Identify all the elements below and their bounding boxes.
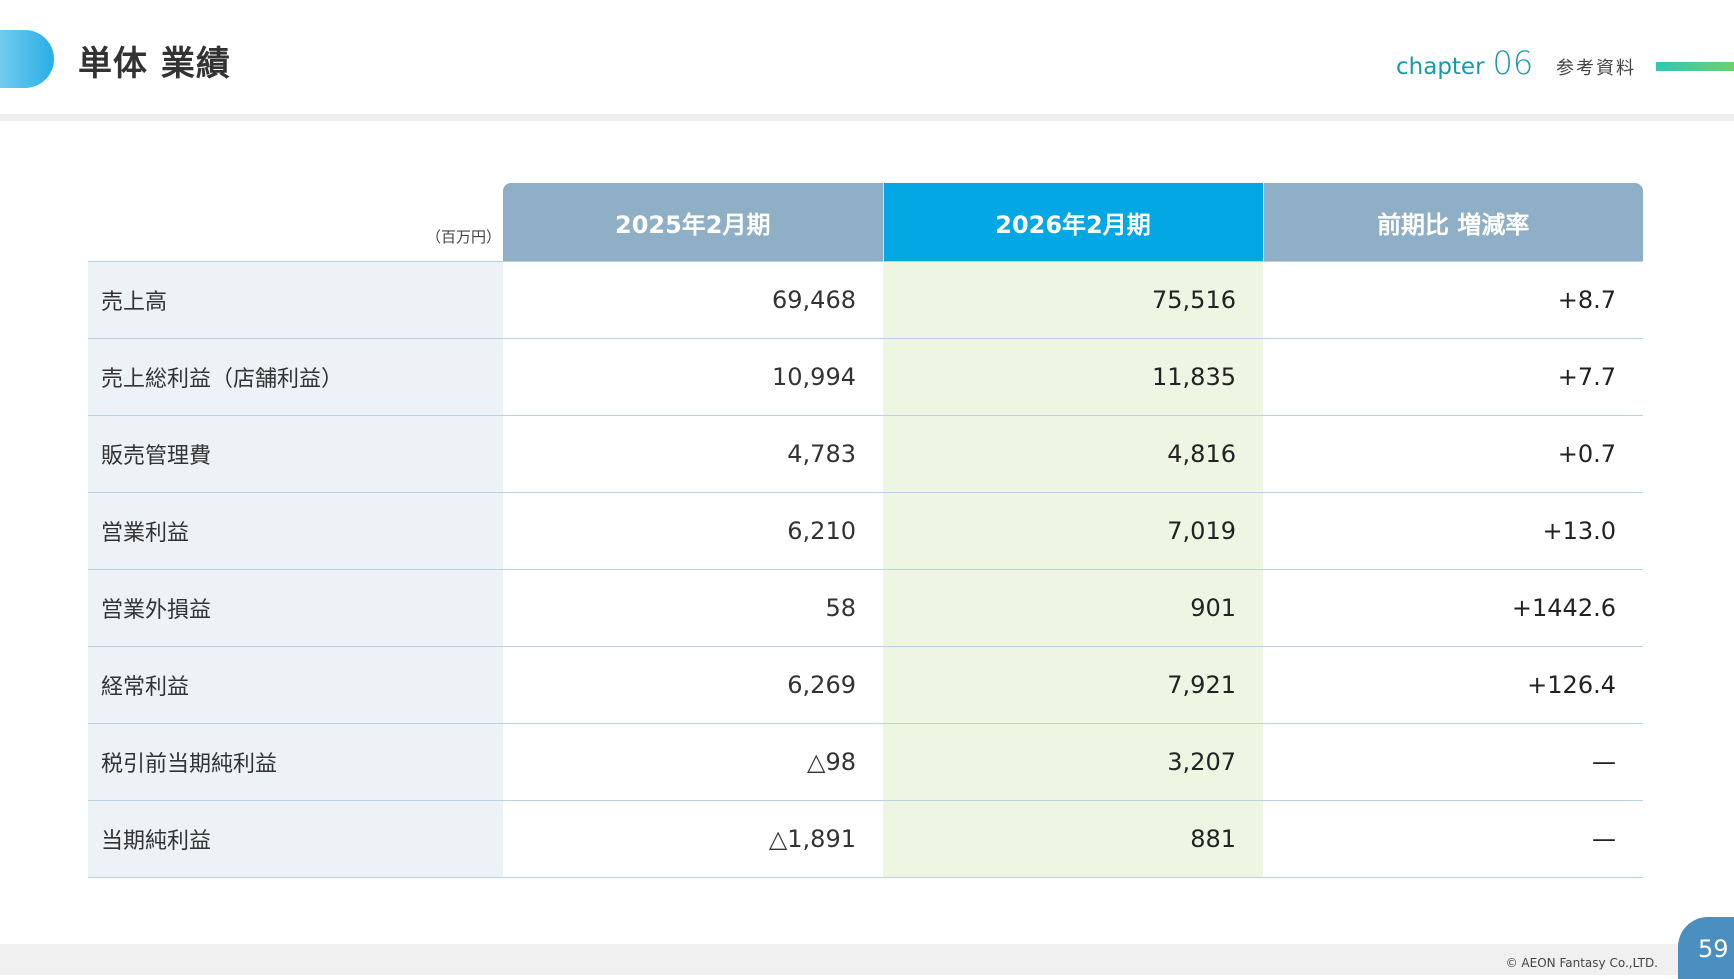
value-2026: 4,816 [883,415,1263,493]
table-row: 当期純利益 △1,891 881 — [88,800,1643,878]
header-blank-cell [88,183,503,262]
value-2026: 901 [883,569,1263,647]
row-label: 営業外損益 [88,569,503,647]
change-ratio: +1442.6 [1263,569,1643,647]
header-gradient-bar [1656,62,1734,71]
column-header-ratio: 前期比 増減率 [1262,183,1643,262]
page-title: 単体 業績 [78,44,231,84]
row-label: 売上総利益（店舗利益） [88,338,503,416]
change-ratio: +7.7 [1263,338,1643,416]
value-2025: 4,783 [503,415,883,493]
value-2025: △1,891 [503,800,883,878]
value-2025: 10,994 [503,338,883,416]
unit-label: （百万円） [426,228,502,246]
change-ratio: +126.4 [1263,646,1643,724]
chapter-label: chapter 06 [1396,44,1533,82]
table-row: 売上総利益（店舗利益） 10,994 11,835 +7.7 [88,338,1643,416]
page-number: 59 [1698,935,1729,963]
header-divider [0,114,1734,121]
row-label: 売上高 [88,261,503,339]
chapter-number: 06 [1492,44,1534,82]
row-label: 税引前当期純利益 [88,723,503,801]
value-2025: 6,269 [503,646,883,724]
table-row: 売上高 69,468 75,516 +8.7 [88,261,1643,339]
value-2025: 6,210 [503,492,883,570]
table-row: 販売管理費 4,783 4,816 +0.7 [88,415,1643,493]
change-ratio: +0.7 [1263,415,1643,493]
value-2026: 11,835 [883,338,1263,416]
change-ratio: — [1263,800,1643,878]
change-ratio: +13.0 [1263,492,1643,570]
page-number-badge: 59 [1678,917,1734,979]
row-label: 経常利益 [88,646,503,724]
change-ratio: — [1263,723,1643,801]
row-label: 営業利益 [88,492,503,570]
value-2026: 75,516 [883,261,1263,339]
value-2026: 3,207 [883,723,1263,801]
chapter-word: chapter [1396,54,1485,80]
section-name: 参考資料 [1556,58,1636,79]
row-label: 当期純利益 [88,800,503,878]
table-row: 税引前当期純利益 △98 3,207 — [88,723,1643,801]
title-accent-tab [0,30,54,88]
value-2026: 7,921 [883,646,1263,724]
table-row: 営業利益 6,210 7,019 +13.0 [88,492,1643,570]
table-row: 経常利益 6,269 7,921 +126.4 [88,646,1643,724]
financial-table: 2025年2月期 2026年2月期 前期比 増減率 売上高 69,468 75,… [88,183,1643,878]
table-row: 営業外損益 58 901 +1442.6 [88,569,1643,647]
value-2025: 69,468 [503,261,883,339]
footer-band [0,944,1734,975]
value-2026: 7,019 [883,492,1263,570]
row-label: 販売管理費 [88,415,503,493]
change-ratio: +8.7 [1263,261,1643,339]
copyright-text: © AEON Fantasy Co.,LTD. [1505,956,1658,970]
column-header-2026: 2026年2月期 [883,183,1263,262]
table-header-row: 2025年2月期 2026年2月期 前期比 増減率 [88,183,1643,262]
column-header-2025: 2025年2月期 [503,183,884,262]
value-2026: 881 [883,800,1263,878]
value-2025: 58 [503,569,883,647]
value-2025: △98 [503,723,883,801]
